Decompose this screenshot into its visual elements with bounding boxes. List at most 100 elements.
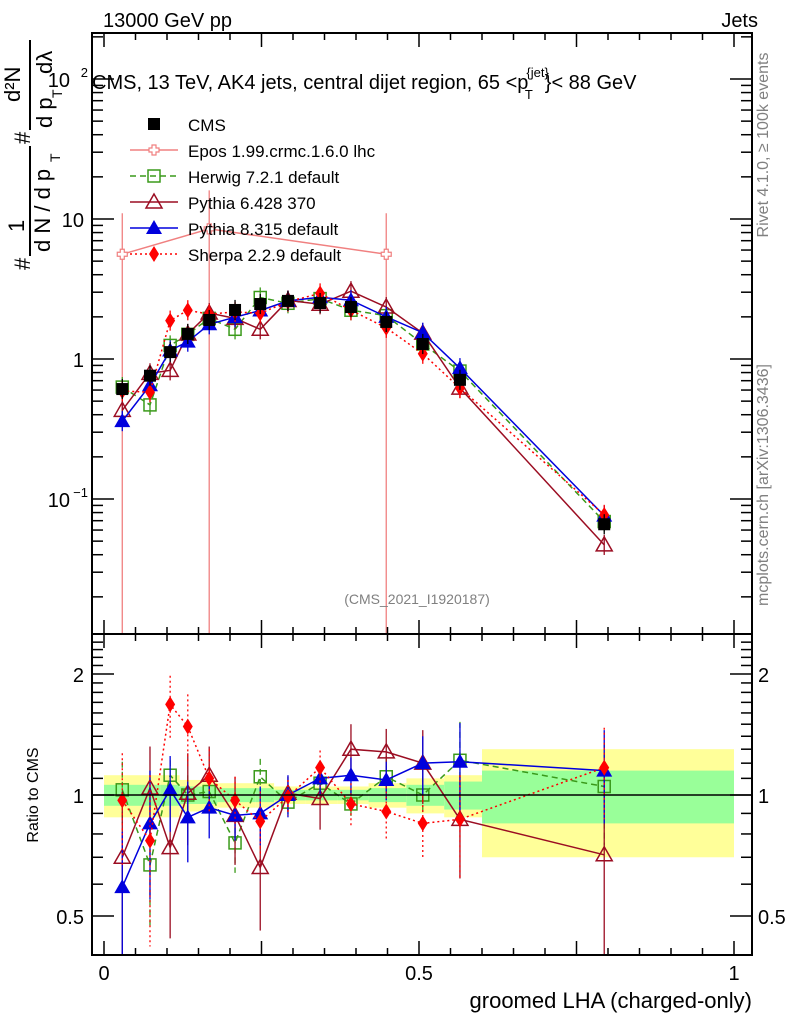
rivet-version-label: Rivet 4.1.0, ≥ 100k events	[755, 53, 772, 238]
plot-title: CMS, 13 TeV, AK4 jets, central dijet reg…	[92, 65, 637, 102]
main-y-tick-label: 1	[73, 350, 84, 372]
ylabel-denominator: d N / d p	[30, 169, 55, 252]
data-point	[114, 413, 131, 428]
data-point	[160, 838, 180, 855]
data-point	[204, 770, 215, 787]
data-point	[314, 297, 327, 310]
main-y-tick-label: 10	[48, 490, 70, 512]
legend-item: Sherpa 2.2.9 default	[130, 246, 341, 265]
data-point	[414, 324, 431, 339]
main-series-pythia	[114, 287, 613, 526]
data-point	[165, 696, 176, 713]
legend-label: Herwig 7.2.1 default	[188, 168, 339, 187]
ratio-y-tick-label: 0.5	[56, 907, 84, 929]
ylabel-den-subscript: T	[47, 153, 63, 162]
ratio-y-tick-label-right: 0.5	[758, 907, 786, 929]
data-point	[230, 792, 241, 809]
data-point	[599, 759, 610, 776]
main-y-axis-label: # 1 d N / d p T # d²N d p T dλ	[0, 40, 65, 270]
data-point	[341, 739, 361, 756]
data-point	[203, 313, 216, 326]
data-point	[143, 369, 156, 382]
data-point	[345, 795, 356, 812]
data-point	[227, 807, 244, 822]
ylabel-hash: #	[10, 257, 35, 270]
ratio-y-tick-label-right: 1	[758, 786, 769, 808]
ratio-y-axis-label: Ratio to CMS	[25, 747, 42, 842]
data-point	[201, 799, 218, 814]
legend-label: Epos 1.99.crmc.1.6.0 lhc	[188, 142, 376, 161]
legend-marker	[144, 192, 164, 209]
mcplots-label: mcplots.cern.ch [arXiv:1306.3436]	[755, 364, 772, 606]
data-point	[281, 294, 294, 307]
data-point	[229, 303, 242, 316]
ylabel-numerator: 1	[4, 220, 29, 232]
data-point	[114, 879, 131, 894]
legend-marker	[149, 246, 159, 262]
ratio-series-layer	[112, 675, 614, 955]
stat-uncertainty-band	[482, 770, 734, 824]
legend-marker	[148, 144, 160, 156]
data-point	[117, 792, 128, 809]
data-point	[179, 809, 196, 824]
data-point	[253, 770, 267, 784]
series-line	[121, 296, 605, 523]
title-subscript: T	[525, 87, 533, 102]
legend-item: Pythia 6.428 370	[130, 192, 316, 213]
data-point	[254, 298, 267, 311]
data-point	[165, 312, 176, 329]
data-point	[203, 223, 215, 235]
data-point	[162, 781, 179, 796]
data-point	[181, 327, 194, 340]
data-point	[116, 248, 128, 260]
data-point	[594, 845, 614, 862]
data-point	[381, 803, 392, 820]
data-point	[344, 301, 357, 314]
ratio-series-sherpa	[117, 675, 610, 947]
main-series-pythia	[112, 281, 614, 555]
ylabel-frac2-denominator: d p	[32, 97, 57, 128]
ratio-y-tick-label: 1	[73, 786, 84, 808]
legend-marker	[147, 169, 161, 183]
main-y-tick-exponent: 2	[81, 65, 88, 80]
data-point	[144, 832, 155, 849]
data-point	[454, 811, 465, 828]
legend-item: Epos 1.99.crmc.1.6.0 lhc	[130, 142, 376, 161]
ratio-y-tick-label: 2	[73, 665, 84, 687]
data-point	[453, 373, 466, 386]
main-series-sherpa	[117, 283, 610, 525]
title-main-text: CMS, 13 TeV, AK4 jets, central dijet reg…	[92, 72, 528, 94]
x-tick-label: 1	[728, 963, 739, 985]
legend-item: Herwig 7.2.1 default	[130, 168, 339, 187]
header-right: Jets	[721, 10, 758, 32]
data-point	[594, 535, 614, 552]
header-left: 13000 GeV pp	[103, 10, 232, 32]
data-point	[315, 759, 326, 776]
legend-item: CMS	[148, 116, 226, 135]
series-line	[121, 702, 605, 843]
main-series-cms	[116, 290, 611, 535]
data-point	[144, 384, 155, 401]
data-point	[255, 813, 266, 830]
data-point	[310, 789, 330, 806]
legend-label: Sherpa 2.2.9 default	[188, 246, 341, 265]
title-superscript: {jet}	[526, 65, 549, 80]
x-axis-label: groomed LHA (charged-only)	[470, 988, 752, 1013]
data-point	[376, 742, 396, 759]
data-point	[160, 360, 180, 378]
data-point	[116, 383, 129, 396]
main-series-herwig	[115, 287, 611, 532]
legend-marker	[146, 220, 162, 234]
main-series-layer	[112, 190, 614, 634]
data-point	[182, 302, 193, 319]
data-point	[342, 767, 359, 782]
x-tick-label: 0.5	[405, 963, 433, 985]
legend: CMS Epos 1.99.crmc.1.6.0 lhc Herwig 7.2.1 …	[130, 116, 376, 265]
legend-marker	[148, 118, 160, 130]
title-tail-text: }< 88 GeV	[545, 72, 637, 94]
data-point	[451, 753, 468, 768]
legend-label: CMS	[188, 116, 226, 135]
main-y-tick-label: 10	[48, 70, 70, 92]
